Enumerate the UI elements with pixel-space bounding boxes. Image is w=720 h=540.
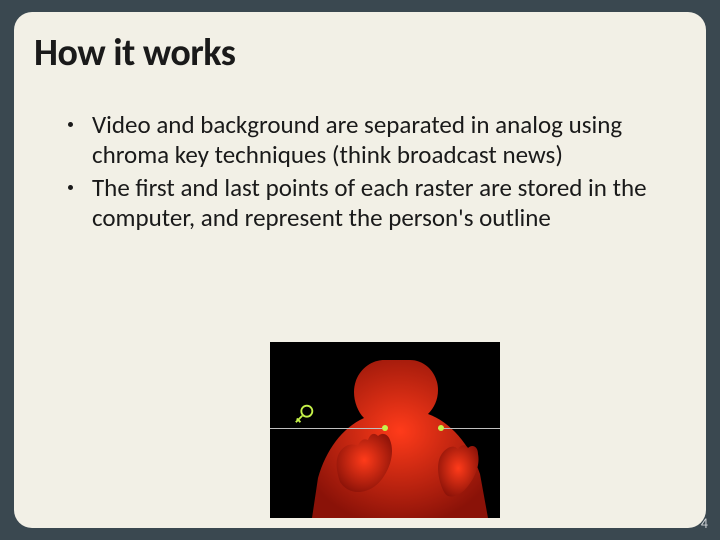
bullet-item: The first and last points of each raster…: [64, 173, 684, 232]
raster-line-left: [270, 428, 382, 429]
silhouette-figure: [270, 342, 500, 518]
bullet-text: The first and last points of each raster…: [92, 172, 647, 233]
slide-title: How it works: [34, 30, 235, 76]
page-number: 4: [701, 515, 708, 532]
bullet-item: Video and background are separated in an…: [64, 110, 684, 169]
bullet-text: Video and background are separated in an…: [92, 109, 622, 170]
bullet-list: Video and background are separated in an…: [64, 110, 684, 236]
person-silhouette: [312, 360, 488, 518]
raster-point-end: [438, 425, 444, 431]
slide: How it works Video and background are se…: [0, 0, 720, 540]
content-panel: How it works Video and background are se…: [14, 12, 706, 528]
raster-point-start: [382, 425, 388, 431]
raster-line-right: [438, 428, 500, 429]
cursor-icon: [294, 402, 316, 424]
